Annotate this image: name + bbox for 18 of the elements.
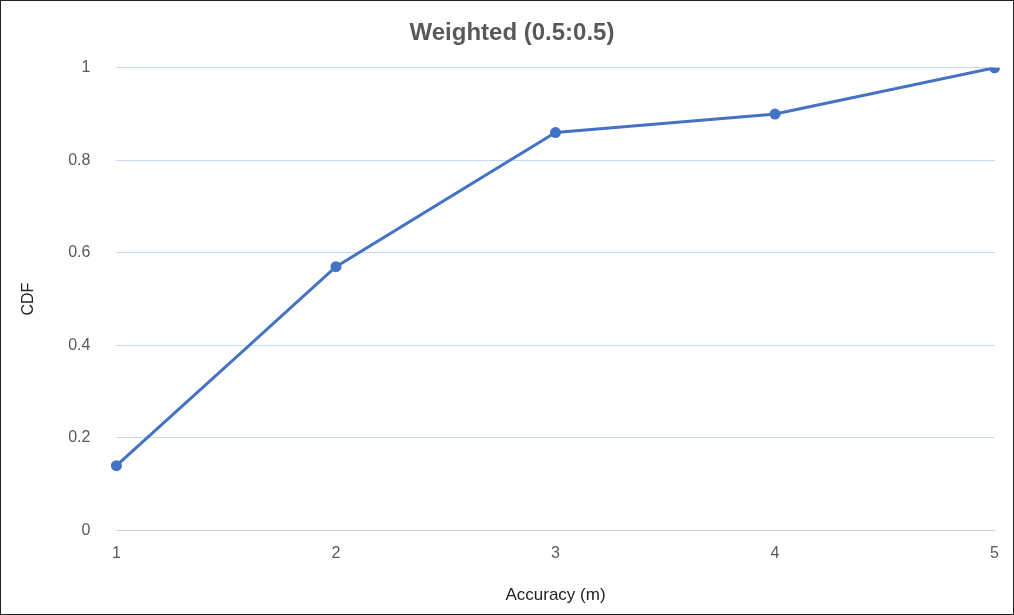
point bbox=[550, 127, 561, 139]
y-tick-label: 0.6 bbox=[68, 243, 91, 261]
point bbox=[769, 108, 781, 120]
y-tick-label: 0.2 bbox=[68, 428, 91, 446]
x-tick-label: 4 bbox=[770, 544, 780, 562]
y-tick-label: 0.8 bbox=[68, 150, 91, 168]
x-axis-title: Accuracy (m) bbox=[505, 585, 606, 605]
x-tick-label: 2 bbox=[331, 544, 341, 562]
y-tick-label: 1 bbox=[81, 58, 91, 76]
x-tick-label: 5 bbox=[990, 544, 1000, 562]
x-tick-label: 3 bbox=[551, 544, 561, 562]
y-tick-label: 0 bbox=[81, 520, 91, 538]
point bbox=[330, 261, 342, 273]
x-tick-label: 1 bbox=[111, 544, 121, 562]
y-tick-label: 0.4 bbox=[68, 335, 91, 353]
y-axis-title: CDF bbox=[19, 282, 37, 316]
chart-title: Weighted (0.5:0.5) bbox=[409, 18, 615, 46]
point bbox=[110, 460, 122, 472]
